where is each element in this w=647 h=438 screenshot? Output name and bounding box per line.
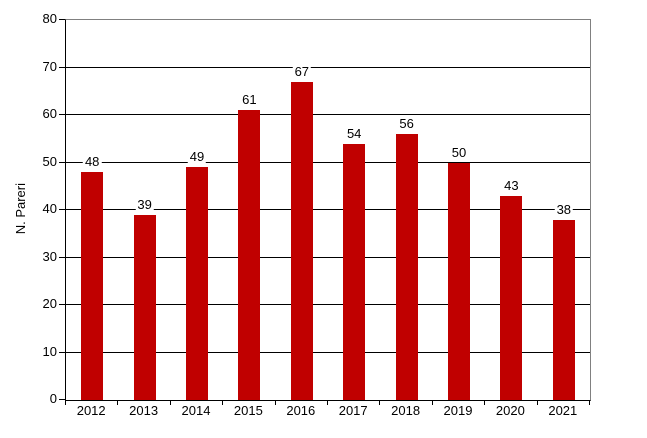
x-tick-mark [222,400,224,405]
x-tick-mark [589,400,590,405]
x-tick-label: 2016 [286,403,316,418]
x-tick-mark [431,400,433,405]
bar-value-label: 39 [135,196,154,212]
x-tick-mark [65,400,66,405]
bar [343,143,366,400]
y-tick-mark [59,399,65,400]
x-tick-label: 2019 [443,403,473,418]
bar [500,195,523,400]
bar [290,81,313,400]
bar [552,219,575,400]
y-tick-mark [59,161,65,163]
x-tick-label: 2013 [129,403,159,418]
bar [186,167,208,400]
bar [395,134,418,400]
bar-value-label: 38 [554,201,574,217]
y-tick-mark [59,304,65,305]
bar-value-label: 54 [344,125,364,141]
x-tick-label: 2020 [495,403,525,418]
y-tick-mark [59,66,65,68]
x-tick-mark [536,400,538,405]
gridline [66,209,590,210]
bar [133,214,156,400]
y-tick-label: 20 [42,296,57,311]
x-tick-mark [274,400,276,405]
bar-value-label: 56 [397,116,416,131]
y-tick-mark [59,114,65,115]
y-tick-mark [59,256,65,258]
bar-value-label: 43 [502,177,521,193]
gridline [66,304,590,305]
bar [448,162,470,400]
x-tick-mark [169,400,171,405]
y-tick-mark [59,351,65,353]
x-tick-label: 2012 [76,403,106,418]
x-tick-label: 2018 [391,403,421,418]
x-tick-mark [379,400,381,405]
y-tick-label: 10 [42,343,57,359]
gridline [66,66,590,68]
bar-value-label: 67 [292,63,312,79]
bar-value-label: 48 [82,154,102,169]
y-tick-label: 50 [42,153,57,169]
y-tick-label: 60 [42,106,57,121]
bar-value-label: 61 [240,92,259,108]
y-tick-mark [59,209,65,210]
x-tick-label: 2014 [181,403,211,418]
y-tick-label: 80 [42,11,57,26]
y-tick-label: 40 [42,201,57,216]
gridline [66,161,590,163]
gridline [66,351,590,353]
x-tick-mark [484,400,486,405]
y-tick-label: 30 [42,248,57,264]
bar-value-label: 50 [449,144,469,160]
x-tick-mark [327,400,328,405]
y-tick-label: 70 [42,58,57,74]
x-tick-label: 2017 [338,403,368,418]
y-tick-mark [59,19,65,20]
plot-area: 48 39 49 61 67 54 56 50 43 38 [65,19,591,401]
x-tick-label: 2015 [233,403,263,418]
y-tick-label: 0 [49,391,57,406]
bar [81,172,104,400]
gridline [66,114,590,115]
bar-value-label: 49 [187,149,207,165]
gridline [66,256,590,258]
bar [238,110,261,400]
x-tick-label: 2021 [548,403,578,418]
x-tick-mark [117,400,119,405]
